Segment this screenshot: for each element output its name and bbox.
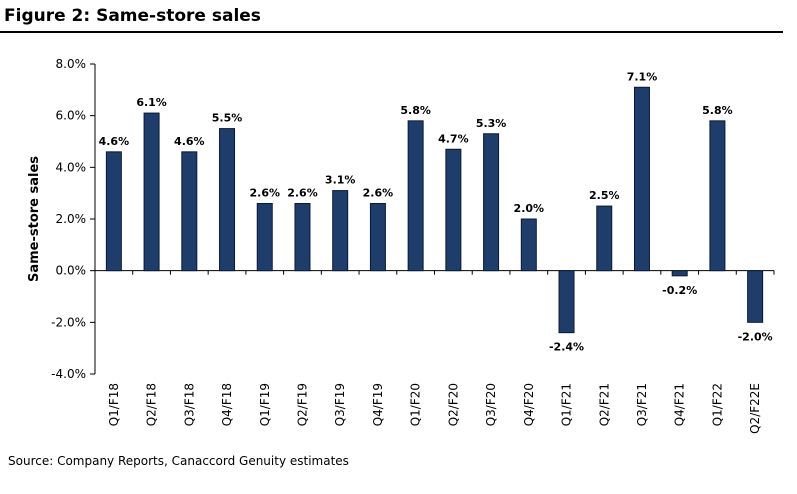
- data-label: 3.1%: [325, 174, 356, 187]
- x-tick-label: Q4/F20: [522, 383, 536, 426]
- y-tick-label: 2.0%: [56, 212, 87, 226]
- x-tick-label: Q1/F18: [107, 383, 121, 426]
- y-tick-label: 4.0%: [56, 160, 87, 174]
- x-tick-label: Q4/F18: [220, 383, 234, 426]
- y-axis-label: Same-store sales: [27, 156, 42, 282]
- y-axis-title: Same-store sales: [27, 156, 42, 282]
- data-label: 4.7%: [438, 132, 469, 145]
- bar: [219, 128, 236, 272]
- x-tick-label: Q2/F21: [597, 383, 611, 426]
- y-tick-label: 8.0%: [56, 57, 87, 71]
- data-label: 2.6%: [287, 187, 318, 200]
- data-label: -0.2%: [662, 284, 697, 297]
- bar: [256, 203, 273, 272]
- source-note: Source: Company Reports, Canaccord Genui…: [8, 454, 349, 468]
- x-tick-labels-group: Q1/F18 Q2/F18 Q3/F18 Q4/F18 Q1/F19 Q2/F19 Q3/F…: [107, 383, 762, 434]
- x-tick-label: Q1/F21: [560, 383, 574, 426]
- bar: [143, 112, 160, 272]
- data-label: 6.1%: [136, 96, 167, 109]
- data-label: 4.6%: [174, 135, 205, 148]
- x-tick-label: Q1/F19: [258, 383, 272, 426]
- x-tick-label: Q2/F22E: [748, 383, 762, 434]
- x-tick-label: Q3/F21: [635, 383, 649, 426]
- data-label: 2.6%: [249, 187, 280, 200]
- y-tick-label: 6.0%: [56, 109, 87, 123]
- data-label: 4.6%: [99, 135, 130, 148]
- x-tick-label: Q2/F19: [295, 383, 309, 426]
- data-labels-group: 4.6% 6.1% 4.6% 5.5% 2.6% 2.6% 3.1% 2.6% 5.8% 4.7%…: [99, 70, 773, 353]
- data-label: 7.1%: [627, 70, 658, 83]
- bar: [747, 270, 764, 323]
- x-tick-label: Q2/F20: [446, 383, 460, 426]
- x-tick-label: Q1/F22: [710, 383, 724, 426]
- bar: [671, 270, 688, 277]
- axes: [90, 63, 775, 375]
- x-tick-label: Q4/F21: [673, 383, 687, 426]
- bar: [520, 218, 537, 272]
- bar: [633, 86, 650, 272]
- title-rule: [0, 31, 783, 33]
- x-tick-label: Q3/F18: [182, 383, 196, 426]
- bar: [483, 133, 500, 272]
- bar: [596, 205, 613, 272]
- data-label: 5.3%: [476, 117, 507, 130]
- x-tick-label: Q1/F20: [409, 383, 423, 426]
- data-label: 5.8%: [702, 104, 733, 117]
- bar: [332, 190, 349, 272]
- bar: [105, 151, 122, 272]
- data-label: 2.0%: [514, 202, 545, 215]
- data-label: 5.8%: [400, 104, 431, 117]
- y-tick-label: 0.0%: [56, 264, 87, 278]
- data-label: 5.5%: [212, 112, 243, 125]
- data-label: 2.6%: [363, 187, 394, 200]
- y-tick-label: -4.0%: [51, 367, 86, 381]
- data-label: -2.0%: [738, 330, 773, 343]
- x-tick-label: Q3/F19: [333, 383, 347, 426]
- x-tick-label: Q3/F20: [484, 383, 498, 426]
- data-label: -2.4%: [549, 341, 584, 354]
- bar: [558, 270, 575, 334]
- x-tick-label: Q4/F19: [371, 383, 385, 426]
- data-label: 2.5%: [589, 189, 620, 202]
- bar: [445, 148, 462, 272]
- bar: [407, 120, 424, 272]
- bar: [181, 151, 198, 272]
- bar: [369, 203, 386, 272]
- bars-group: [105, 86, 764, 334]
- bar: [709, 120, 726, 272]
- y-tick-labels-group: -4.0% -2.0% 0.0% 2.0% 4.0% 6.0% 8.0%: [51, 57, 86, 381]
- figure-title: Figure 2: Same-store sales: [4, 6, 261, 26]
- x-tick-label: Q2/F18: [145, 383, 159, 426]
- y-tick-label: -2.0%: [51, 315, 86, 329]
- bar: [294, 203, 311, 272]
